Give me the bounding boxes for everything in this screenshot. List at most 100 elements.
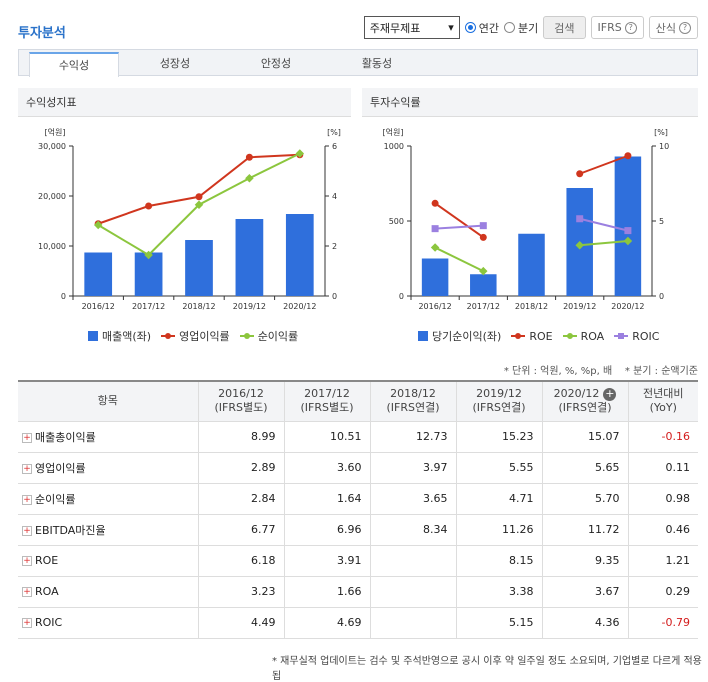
expand-plus-icon[interactable]: + [22,618,32,628]
data-point [144,250,153,260]
legend-swatch [614,331,629,341]
value-cell [369,607,456,639]
expand-plus-icon[interactable]: + [22,525,32,536]
legend-item-roa[interactable]: ROA [562,329,605,343]
column-header-yoy: 전년대비 (YoY) [627,380,698,422]
legend-label: ROA [580,329,605,343]
value-cell: 8.15 [455,545,542,577]
table-row: + 순이익률 2.84 1.64 3.65 4.71 5.70 0.98 [18,483,698,515]
yoy-cell: 1.21 [627,545,698,577]
formula-button-label: 산식 [655,21,676,35]
search-button[interactable]: 검색 [543,16,586,39]
tab-stability[interactable]: 안정성 [260,57,292,70]
legend-label: 순이익률 [257,330,299,343]
series-line [97,153,300,225]
formula-button[interactable]: 산식 ? [648,16,698,39]
legend-label: 영업이익률 [179,330,230,343]
data-point [430,243,440,252]
data-point [194,200,204,209]
row-name-cell[interactable]: + 영업이익률 [18,452,198,484]
bar [235,219,264,296]
table-row: + EBITDA마진율 6.77 6.96 8.34 11.26 11.72 0.46 [18,514,698,546]
expand-plus-icon[interactable]: + [22,463,32,474]
ifrs-button[interactable]: IFRS ? [590,16,644,39]
table-row: + ROE 6.18 3.91 8.15 9.35 1.21 [18,545,698,577]
radio-quarter[interactable]: 분기 [504,20,538,36]
row-name-cell[interactable]: + ROIC [18,607,198,639]
value-cell: 3.97 [369,452,456,484]
legend-item-net-income[interactable]: 당기순이익(좌) [418,328,501,344]
radio-quarter-dot[interactable] [504,22,516,33]
legend-item-sales[interactable]: 매출액(좌) [88,328,151,344]
x-tick-label: 2018/12 [515,302,548,311]
row-name-cell[interactable]: + ROE [18,545,198,577]
legend-item-net-margin[interactable]: 순이익률 [239,328,299,344]
yoy-cell: 0.46 [627,514,698,546]
value-cell: 11.26 [455,514,542,546]
value-cell: 3.65 [369,483,456,515]
bar [470,274,497,296]
x-tick-label: 2019/12 [233,302,266,311]
footer-note: * 재무실적 업데이트는 검수 및 주석반영으로 공시 이후 약 일주일 정도 … [272,656,702,682]
ifrs-button-label: IFRS [597,21,622,34]
value-cell: 3.67 [541,576,628,608]
legend-item-roic[interactable]: ROIC [614,330,659,343]
expand-plus-icon[interactable]: + [603,387,617,401]
bar [614,156,642,296]
row-name: 영업이익률 [35,461,86,475]
chevron-down-icon: ▾ [448,21,454,34]
y2-tick-label: 10 [659,142,669,151]
tab-growth[interactable]: 성장성 [159,57,191,70]
column-header: 2018/12 (IFRS연결) [369,380,457,422]
expand-plus-icon[interactable]: + [22,432,32,443]
yoy-cell: -0.16 [627,421,698,453]
row-name-cell[interactable]: + 순이익률 [18,483,198,515]
tab-activity[interactable]: 활동성 [361,57,393,70]
value-cell: 11.72 [541,514,628,546]
radio-annual-dot[interactable] [464,22,476,33]
y-tick-label: 10,000 [38,242,66,251]
x-tick-label: 2016/12 [82,302,115,311]
value-cell: 6.18 [197,545,284,577]
value-cell: 2.84 [197,483,284,515]
row-name: ROIC [35,616,63,629]
legend-swatch [239,331,254,341]
yoy-header: 전년대비 [643,387,684,401]
tab-profitability[interactable]: 수익성 [29,52,119,77]
expand-plus-icon[interactable]: + [22,556,32,566]
data-point [479,222,487,230]
radio-annual-label: 연간 [478,21,500,35]
row-name-cell[interactable]: + ROA [18,576,198,608]
legend-item-roe[interactable]: ROE [511,330,553,343]
column-year: 2018/12 [390,387,436,401]
data-point [245,153,253,161]
value-cell: 5.65 [541,452,628,484]
data-point [431,199,439,207]
value-cell: 1.66 [283,576,370,608]
column-basis: (IFRS연결) [472,401,526,415]
help-icon: ? [679,21,691,34]
value-cell: 4.49 [197,607,284,639]
yoy-cell: 0.29 [627,576,698,608]
value-cell: 12.73 [369,421,456,453]
value-cell [369,576,456,608]
column-header: 2017/12 (IFRS별도) [283,380,371,422]
column-basis: (IFRS별도) [214,401,268,415]
unit-note: * 단위 : 억원, %, %p, 배 [503,366,613,377]
x-tick-label: 2020/12 [611,302,644,311]
expand-plus-icon[interactable]: + [22,587,32,597]
statement-select[interactable]: 주재무제표 ▾ [363,16,460,39]
row-name-cell[interactable]: + 매출총이익률 [18,421,198,453]
table-row: + ROA 3.23 1.66 3.38 3.67 0.29 [18,576,698,608]
value-cell: 6.96 [283,514,370,546]
return-chart: [억원] [%] 0 500 1000 0 5 10 2016/12 2017/12 2018/12… [383,127,670,311]
value-cell: 9.35 [541,545,628,577]
value-cell: 6.77 [197,514,284,546]
radio-annual[interactable]: 연간 [464,20,500,36]
expand-plus-icon[interactable]: + [22,494,32,505]
data-point [195,193,203,201]
x-tick-label: 2016/12 [418,302,451,311]
legend-item-operating-margin[interactable]: 영업이익률 [161,328,230,344]
data-point [93,220,103,230]
row-name-cell[interactable]: + EBITDA마진율 [18,514,198,546]
